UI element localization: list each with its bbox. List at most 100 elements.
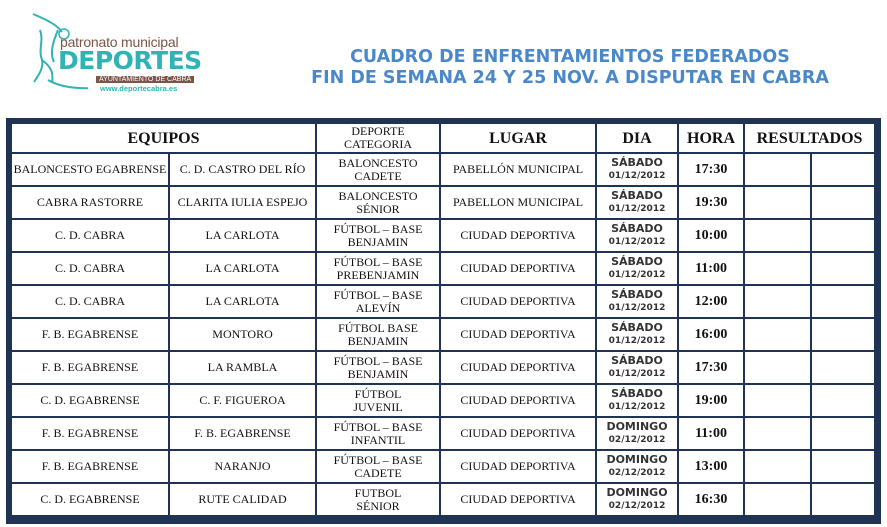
- match-time: 13:00: [677, 449, 746, 484]
- venue: CIUDAD DEPORTIVA: [439, 350, 598, 385]
- result-visitor: [810, 383, 876, 418]
- visiting-team: C. D. CASTRO DEL RÍO: [167, 152, 318, 187]
- visiting-team: F. B. EGABRENSE: [167, 416, 318, 451]
- match-day: DOMINGO 02/12/2012: [595, 482, 680, 517]
- visiting-team: C. F. FIGUEROA: [167, 383, 318, 418]
- local-team: BALONCESTO EGABRENSE: [10, 152, 170, 187]
- match-time: 16:30: [677, 482, 746, 517]
- venue: CIUDAD DEPORTIVA: [439, 416, 598, 451]
- venue: CIUDAD DEPORTIVA: [439, 449, 598, 484]
- match-time: 11:00: [677, 416, 746, 451]
- visiting-team: LA CARLOTA: [167, 218, 318, 253]
- match-day: DOMINGO 02/12/2012: [595, 416, 680, 451]
- match-day: SÁBADO 01/12/2012: [595, 284, 680, 319]
- match-time: 16:00: [677, 317, 746, 352]
- result-local: [743, 383, 813, 418]
- match-day: DOMINGO 02/12/2012: [595, 449, 680, 484]
- sport-category: FÚTBOL – BASE CADETE: [315, 449, 442, 484]
- match-day: SÁBADO 01/12/2012: [595, 152, 680, 187]
- result-local: [743, 218, 813, 253]
- result-local: [743, 482, 813, 517]
- result-visitor: [810, 185, 876, 220]
- sport-category: FÚTBOL BASE BENJAMIN: [315, 317, 442, 352]
- local-team: C. D. CABRA: [10, 251, 170, 286]
- visiting-team: CLARITA IULIA ESPEJO: [167, 185, 318, 220]
- header-hora: HORA: [677, 122, 746, 154]
- table-row: F. B. EGABRENSE MONTORO FÚTBOL BASE BENJAMI…: [10, 317, 876, 352]
- header-equipos: EQUIPOS: [9, 122, 318, 154]
- sport-category: FÚTBOL – BASE BENJAMIN: [315, 350, 442, 385]
- header-lugar: LUGAR: [439, 122, 598, 154]
- match-time: 10:00: [677, 218, 746, 253]
- result-local: [743, 284, 813, 319]
- visiting-team: LA RAMBLA: [167, 350, 318, 385]
- header-row: EQUIPOS DEPORTE CATEGORIA LUGAR DIA HORA …: [9, 122, 876, 154]
- match-day: SÁBADO 01/12/2012: [595, 251, 680, 286]
- visiting-team: LA CARLOTA: [167, 251, 318, 286]
- result-local: [743, 350, 813, 385]
- local-team: CABRA RASTORRE: [10, 185, 170, 220]
- venue: CIUDAD DEPORTIVA: [439, 284, 598, 319]
- result-visitor: [810, 152, 876, 187]
- venue: CIUDAD DEPORTIVA: [439, 251, 598, 286]
- result-visitor: [810, 482, 876, 517]
- match-day: SÁBADO 01/12/2012: [595, 317, 680, 352]
- page-title: CUADRO DE ENFRENTAMIENTOS FEDERADOS FIN …: [311, 47, 829, 88]
- sport-category: FÚTBOL – BASE INFANTIL: [315, 416, 442, 451]
- match-time: 19:30: [677, 185, 746, 220]
- result-visitor: [810, 317, 876, 352]
- local-team: F. B. EGABRENSE: [10, 416, 170, 451]
- result-local: [743, 317, 813, 352]
- table-row: F. B. EGABRENSE NARANJO FÚTBOL – BASE CADET…: [10, 449, 876, 484]
- header-resultados: RESULTADOS: [743, 122, 876, 154]
- result-visitor: [810, 251, 876, 286]
- patronato-logo: patronato municipal DEPORTES AYUNTAMIENT…: [28, 10, 203, 93]
- fixtures-table: EQUIPOS DEPORTE CATEGORIA LUGAR DIA HORA …: [9, 122, 876, 517]
- visiting-team: RUTE CALIDAD: [167, 482, 318, 517]
- visiting-team: LA CARLOTA: [167, 284, 318, 319]
- result-visitor: [810, 218, 876, 253]
- venue: CIUDAD DEPORTIVA: [439, 218, 598, 253]
- local-team: F. B. EGABRENSE: [10, 350, 170, 385]
- result-visitor: [810, 449, 876, 484]
- result-local: [743, 449, 813, 484]
- fixtures-table-frame: EQUIPOS DEPORTE CATEGORIA LUGAR DIA HORA …: [6, 118, 881, 524]
- visiting-team: NARANJO: [167, 449, 318, 484]
- result-local: [743, 185, 813, 220]
- result-visitor: [810, 350, 876, 385]
- table-row: C. D. EGABRENSE RUTE CALIDAD FUTBOL SÉNIOR C…: [10, 482, 876, 517]
- local-team: C. D. EGABRENSE: [10, 383, 170, 418]
- sport-category: BALONCESTO CADETE: [315, 152, 442, 187]
- result-visitor: [810, 284, 876, 319]
- match-day: SÁBADO 01/12/2012: [595, 383, 680, 418]
- match-time: 17:30: [677, 350, 746, 385]
- match-time: 11:00: [677, 251, 746, 286]
- result-visitor: [810, 416, 876, 451]
- result-local: [743, 152, 813, 187]
- header-deporte: DEPORTE CATEGORIA: [315, 122, 442, 154]
- sport-category: FÚTBOL JUVENIL: [315, 383, 442, 418]
- sport-category: FÚTBOL – BASE PREBENJAMIN: [315, 251, 442, 286]
- venue: CIUDAD DEPORTIVA: [439, 317, 598, 352]
- sport-category: FÚTBOL – BASE BENJAMIN: [315, 218, 442, 253]
- match-time: 19:00: [677, 383, 746, 418]
- local-team: C. D. CABRA: [10, 218, 170, 253]
- match-time: 12:00: [677, 284, 746, 319]
- match-day: SÁBADO 01/12/2012: [595, 185, 680, 220]
- table-row: F. B. EGABRENSE LA RAMBLA FÚTBOL – BASE BEN…: [10, 350, 876, 385]
- local-team: C. D. CABRA: [10, 284, 170, 319]
- venue: CIUDAD DEPORTIVA: [439, 482, 598, 517]
- match-day: SÁBADO 01/12/2012: [595, 350, 680, 385]
- venue: PABELLÓN MUNICIPAL: [439, 152, 598, 187]
- result-local: [743, 416, 813, 451]
- header-dia: DIA: [595, 122, 680, 154]
- result-local: [743, 251, 813, 286]
- visiting-team: MONTORO: [167, 317, 318, 352]
- match-time: 17:30: [677, 152, 746, 187]
- table-row: BALONCESTO EGABRENSE C. D. CASTRO DEL RÍO…: [10, 152, 876, 187]
- table-row: C. D. CABRA LA CARLOTA FÚTBOL – BASE ALEVÍN…: [10, 284, 876, 319]
- local-team: F. B. EGABRENSE: [10, 449, 170, 484]
- venue: PABELLON MUNICIPAL: [439, 185, 598, 220]
- venue: CIUDAD DEPORTIVA: [439, 383, 598, 418]
- sport-category: BALONCESTO SÉNIOR: [315, 185, 442, 220]
